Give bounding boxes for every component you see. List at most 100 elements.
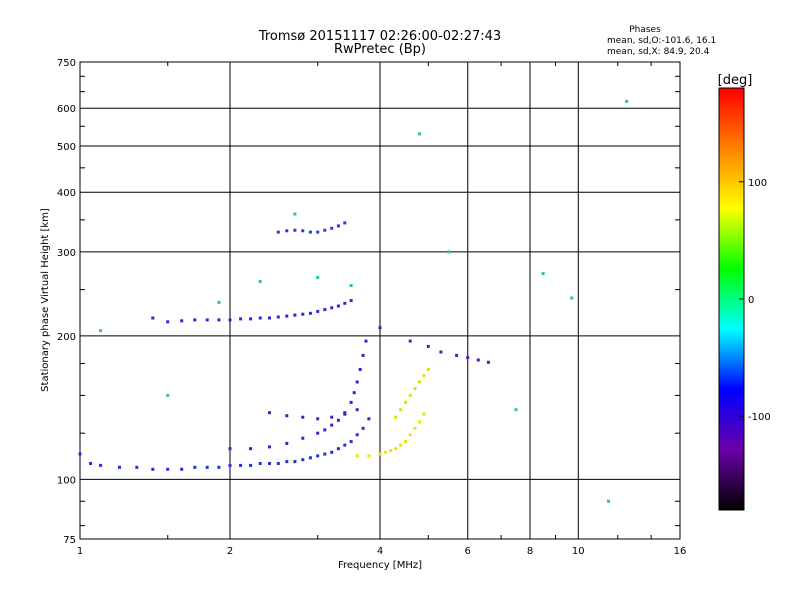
colorbar-label: [deg] (718, 73, 753, 88)
data-point (455, 353, 459, 357)
data-point (343, 301, 347, 305)
data-point (418, 132, 421, 136)
data-point (89, 462, 93, 465)
data-point (625, 99, 629, 103)
data-point (249, 317, 253, 321)
data-point (352, 391, 356, 395)
data-point (418, 420, 421, 424)
x-tick-label: 4 (377, 546, 383, 557)
x-tick-label: 8 (527, 546, 533, 557)
phase-info-line1: mean, sd,O:-101.6, 16.1 (607, 36, 716, 46)
data-point (349, 284, 353, 287)
data-point (276, 230, 280, 234)
data-point (404, 400, 407, 404)
data-point (228, 318, 232, 322)
data-point (285, 229, 289, 233)
data-point (486, 360, 490, 364)
data-point (408, 433, 412, 437)
data-point (239, 317, 243, 321)
chart-title: Tromsø 20151117 02:26:00-02:27:43 (258, 29, 501, 44)
x-tick-label: 6 (465, 546, 471, 557)
data-point (413, 387, 417, 391)
data-point (268, 411, 271, 415)
data-point (276, 315, 280, 319)
data-point (361, 426, 365, 430)
data-point (249, 447, 253, 451)
data-point (413, 426, 417, 430)
data-points (78, 99, 629, 503)
data-point (361, 353, 365, 357)
data-point (349, 299, 353, 303)
data-point (316, 230, 320, 234)
y-tick-label: 400 (57, 188, 76, 199)
data-point (151, 316, 155, 320)
data-point (570, 296, 574, 300)
data-point (217, 318, 221, 322)
data-point (308, 230, 312, 234)
y-tick-label: 300 (57, 248, 76, 259)
data-point (330, 306, 334, 310)
data-point (285, 414, 289, 418)
data-point (408, 393, 412, 397)
data-point (258, 316, 262, 320)
data-point (476, 358, 480, 362)
data-point (383, 450, 387, 454)
data-point (343, 412, 347, 416)
data-point (426, 368, 430, 371)
data-point (205, 318, 209, 322)
y-axis-label: Stationary phase Virtual Height [km] (40, 208, 51, 392)
data-point (285, 441, 289, 445)
y-tick-label: 500 (57, 142, 76, 153)
x-axis-label: Frequency [MHz] (338, 560, 422, 571)
data-point (268, 445, 271, 449)
data-point (378, 452, 382, 456)
data-point (239, 463, 243, 467)
data-point (404, 440, 407, 444)
x-tick-label: 1 (77, 546, 83, 557)
data-point (99, 329, 103, 333)
data-point (399, 443, 403, 447)
data-point (394, 447, 398, 451)
data-point (367, 454, 371, 458)
data-point (249, 463, 253, 467)
data-point (389, 449, 393, 452)
y-tick-label: 200 (57, 332, 76, 343)
data-point (316, 454, 320, 458)
data-point (135, 465, 139, 469)
data-point (343, 221, 347, 225)
data-point (276, 462, 280, 465)
data-point (355, 454, 359, 458)
data-point (349, 400, 353, 404)
data-point (118, 465, 121, 469)
tick-layer: 1 2 4 6 8 10 16 75 100 200 300 400 500 600 750 (57, 58, 686, 557)
data-point (285, 314, 289, 318)
data-point (193, 465, 197, 469)
data-point (301, 229, 305, 233)
y-tick-label: 100 (57, 475, 76, 486)
data-point (166, 467, 170, 471)
data-point (330, 415, 334, 419)
data-point (166, 393, 170, 397)
data-point (293, 228, 297, 232)
colorbar-ticks: 100 0 -100 (739, 178, 771, 423)
data-point (301, 436, 305, 440)
data-point (408, 339, 412, 343)
data-point (316, 431, 320, 435)
data-point (426, 344, 430, 348)
data-point (193, 318, 197, 322)
data-point (355, 380, 359, 384)
data-point (541, 272, 545, 276)
data-point (180, 319, 184, 323)
data-point (301, 312, 305, 316)
data-point (78, 452, 82, 456)
data-point (358, 368, 362, 371)
data-point (301, 415, 305, 419)
colorbar-tick-label: 100 (748, 178, 767, 189)
x-tick-label: 10 (572, 546, 585, 557)
data-point (330, 450, 334, 454)
data-point (336, 304, 340, 308)
data-point (466, 356, 470, 360)
data-point (422, 374, 426, 378)
data-point (217, 300, 221, 304)
data-point (399, 408, 403, 412)
